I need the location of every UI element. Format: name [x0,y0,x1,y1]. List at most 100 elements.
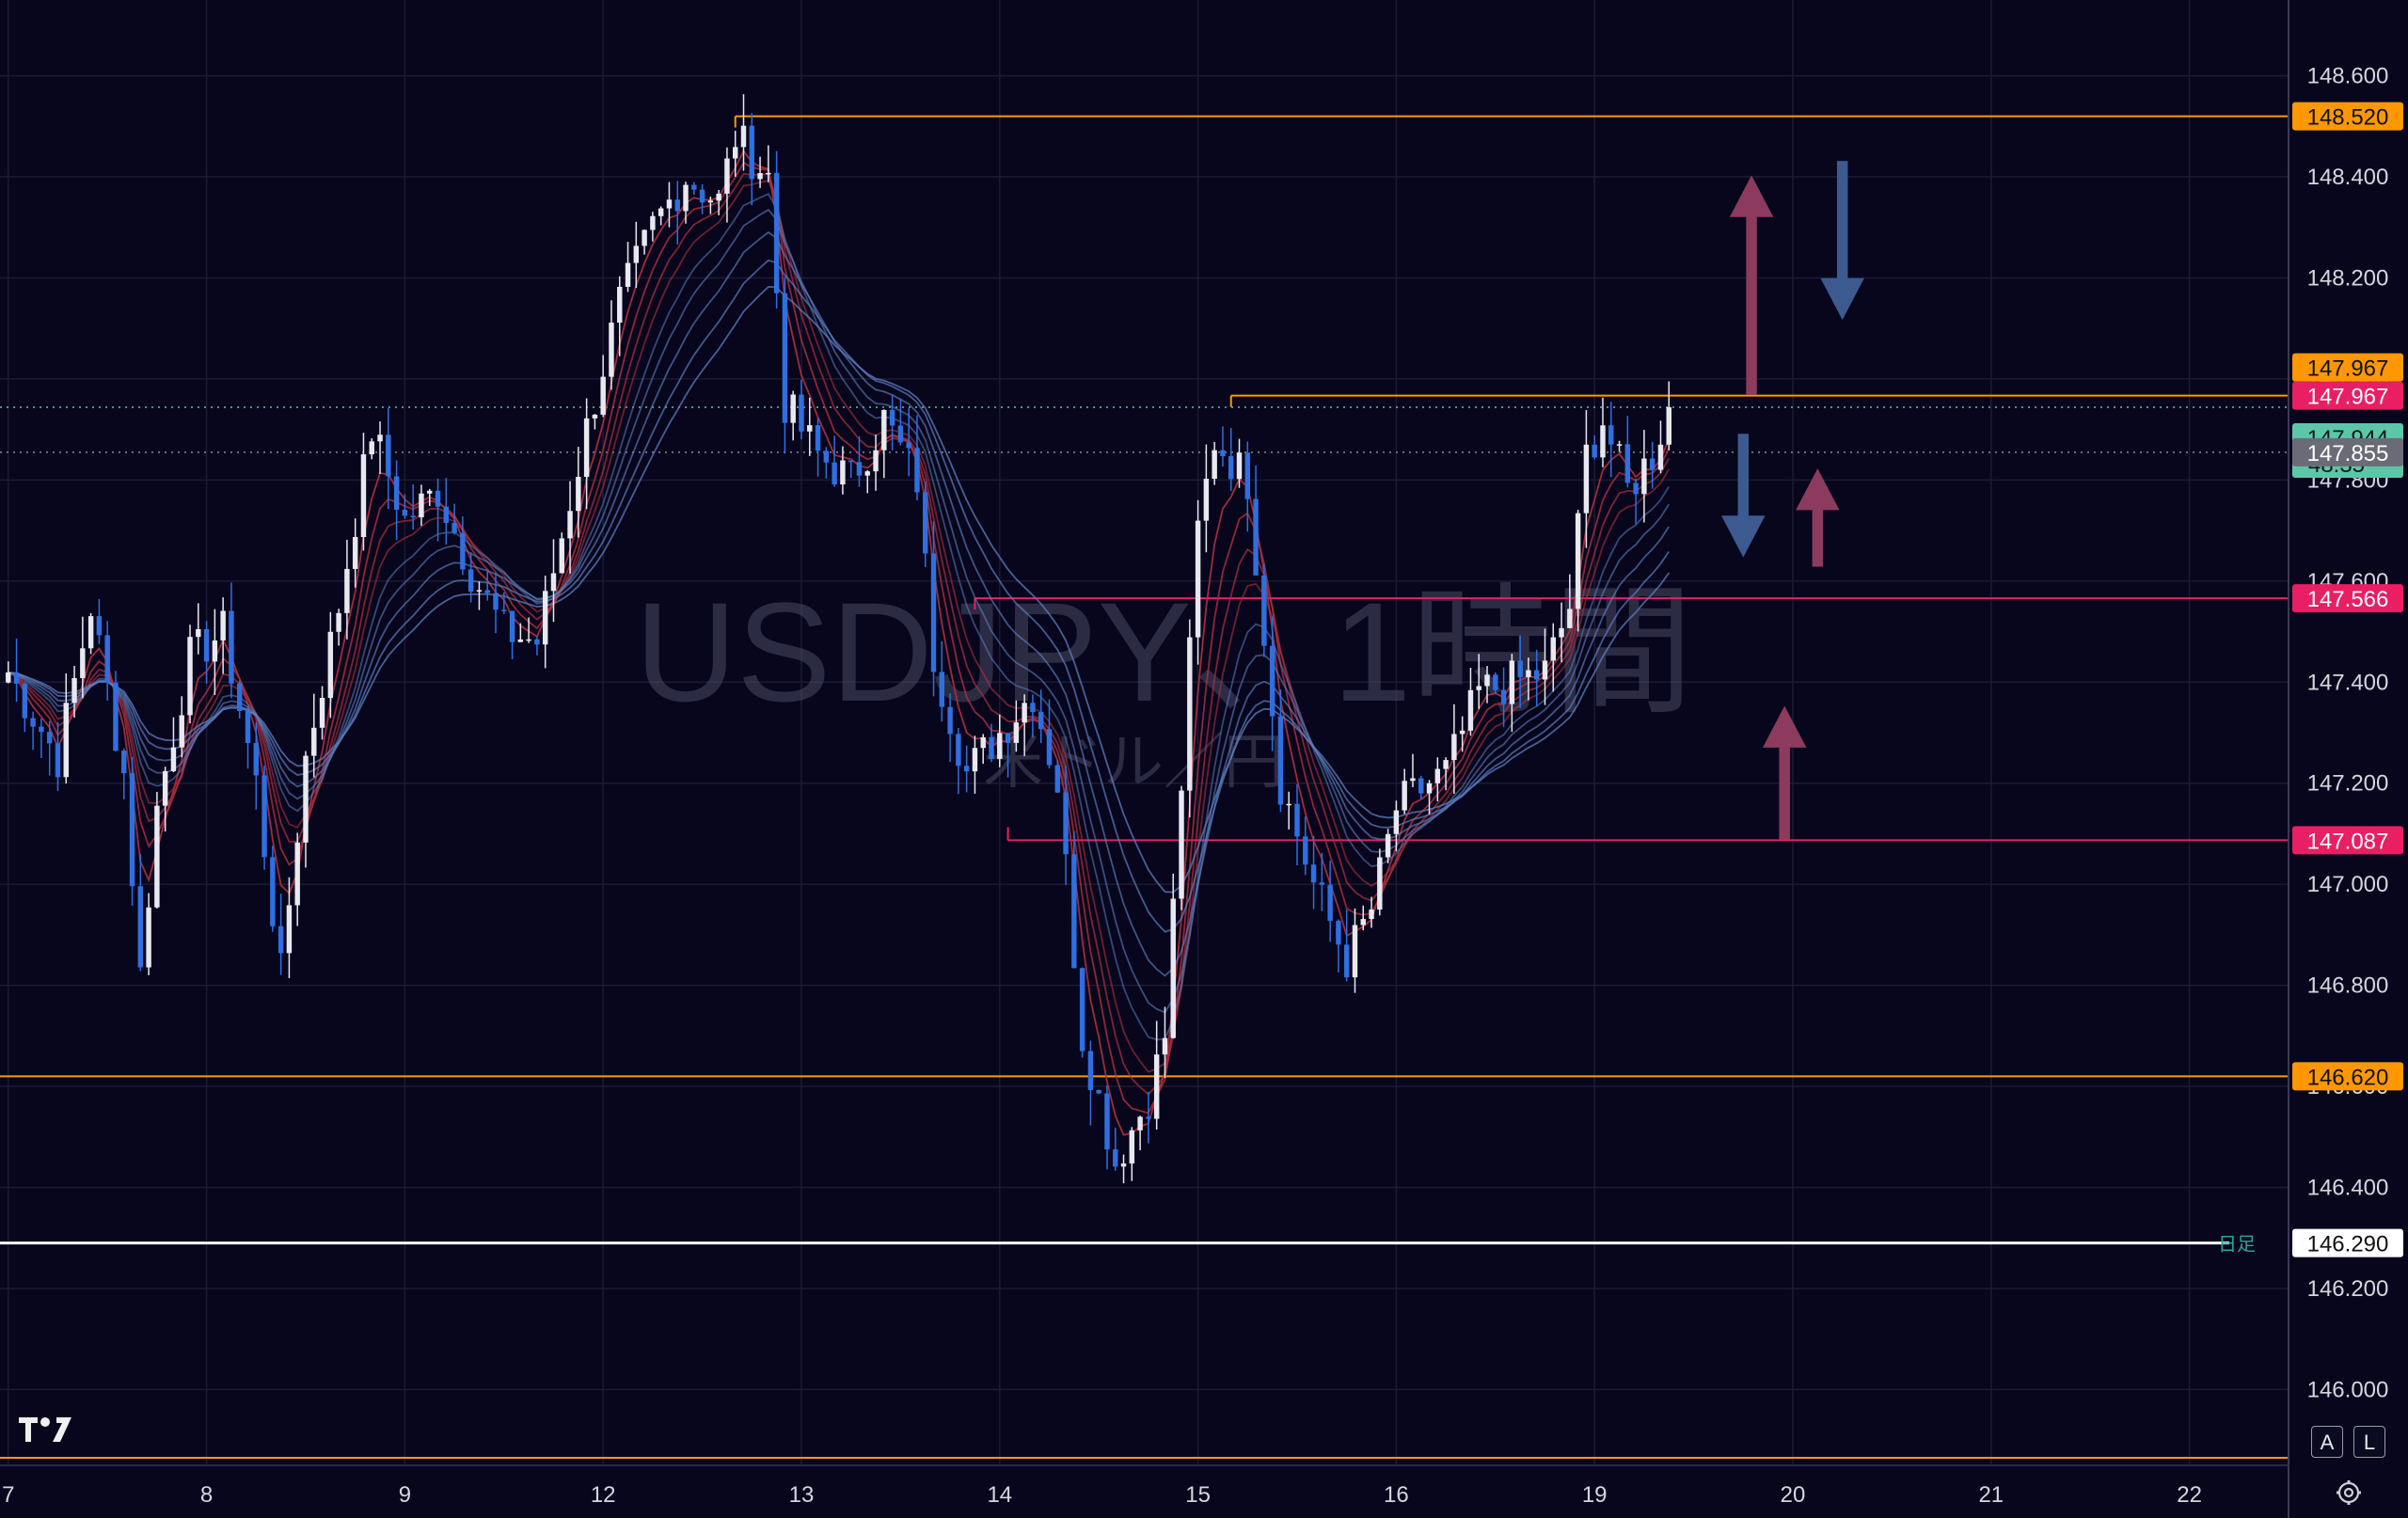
candle-body [873,450,879,472]
candle-body [1113,1149,1118,1167]
moving-average-line [8,180,1670,1073]
x-tick-label: 19 [1582,1482,1608,1508]
moving-average-line [8,259,1670,933]
price-badge: 146.290 [2292,1228,2403,1257]
candle-body [63,703,69,778]
candle-body [1402,781,1407,811]
candle-body [773,172,780,293]
candle-body [1369,909,1374,920]
y-tick-label: 147.000 [2307,872,2389,897]
candle-body [220,610,226,640]
gear-icon[interactable] [2335,1478,2363,1507]
price-axis: 146.000146.200146.400146.600146.800147.0… [2288,0,2403,1518]
y-tick-label: 148.400 [2307,165,2389,190]
candle-body [121,751,127,774]
candle-body [443,506,450,523]
candle-body [294,842,300,906]
candle-body [352,536,358,569]
candle-body [889,409,895,426]
candle-body [286,905,293,954]
candle-body [1336,921,1341,945]
candle-body [1608,425,1614,445]
candle-body [1377,857,1383,910]
candle-body [840,460,846,485]
candle-body [1385,833,1391,858]
candle-body [46,732,53,744]
candle-body [1212,450,1217,480]
x-tick-label: 20 [1781,1482,1806,1508]
candle-body [1641,458,1647,495]
candle-body [196,628,201,638]
candle-body [1459,730,1465,735]
candle-body [939,672,945,707]
candle-body [146,907,151,968]
candle-body [609,323,614,377]
log-scale-button[interactable]: L [2353,1426,2385,1458]
moving-average-line [8,172,1670,1096]
candle-body [1187,637,1193,791]
candle-body [1319,882,1325,885]
candle-body [1434,768,1441,783]
candle-body [674,199,680,212]
candle-body [55,743,61,778]
candle-body [832,462,837,485]
candle-body [956,734,961,767]
candle-body [484,590,490,593]
candle-body [1360,919,1366,925]
candle-body [1236,452,1243,480]
candle-body [766,172,771,175]
candle-body [1575,513,1581,609]
candle-body [6,672,11,683]
price-badge-bg [2292,353,2403,382]
candle-body [1517,660,1523,677]
moving-average-line [8,230,1670,977]
candle-body [625,262,631,288]
horizontal-lines: 日足 [0,115,2289,1459]
watermark-subtitle: 米ドル／円 [983,728,1284,798]
candle-body [657,208,664,216]
candle-body [1220,450,1226,456]
candle-body [253,742,260,776]
candle-body [707,200,714,203]
candle-body [80,648,86,678]
candle-body [1038,712,1044,730]
candle-body [1087,1051,1094,1091]
candle-body [96,616,103,636]
candle-body [1071,854,1077,969]
candle-body [757,173,763,180]
price-badge-label: 147.566 [2307,587,2389,612]
candle-body [1476,686,1481,690]
y-tick-label: 146.800 [2307,973,2389,999]
candle-body [740,125,747,148]
candle-body [782,293,788,423]
candle-body [1393,810,1400,834]
price-badge-bg [2292,102,2403,131]
price-badge-label: 147.967 [2307,385,2389,410]
tradingview-logo [17,1415,75,1444]
candle-body [699,189,705,203]
candle-body [236,683,243,712]
y-tick-label: 146.200 [2307,1276,2389,1302]
candle-body [369,441,374,455]
candle-body [1410,778,1416,782]
price-badge: 147.967 [2292,381,2403,410]
candle-body [1120,1163,1127,1167]
x-tick-label: 7 [2,1482,14,1508]
candle-body [1294,803,1300,837]
candle-body [1542,660,1548,680]
candle-body [1426,783,1433,794]
candle-body [261,775,267,858]
candle-body [1195,520,1201,638]
price-badge-label: 146.290 [2307,1232,2389,1257]
candle-body [22,683,28,719]
price-badge-label: 147.087 [2307,829,2389,854]
price-badge: 147.087 [2292,826,2403,855]
candle-body [229,610,234,684]
candle-body [923,492,928,554]
candle-body [1277,716,1284,805]
candle-body [410,515,416,518]
candle-body [212,640,218,662]
auto-scale-button[interactable]: A [2311,1426,2343,1458]
